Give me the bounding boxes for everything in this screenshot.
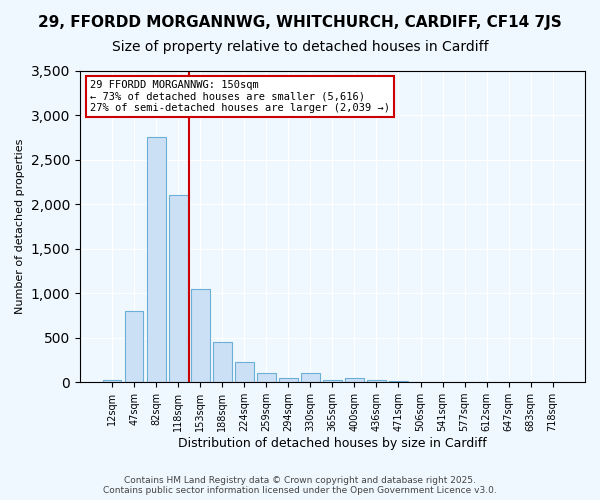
Bar bbox=[279, 378, 298, 382]
Bar bbox=[103, 380, 121, 382]
Text: 29 FFORDD MORGANNWG: 150sqm
← 73% of detached houses are smaller (5,616)
27% of : 29 FFORDD MORGANNWG: 150sqm ← 73% of det… bbox=[90, 80, 390, 113]
Bar bbox=[345, 378, 364, 382]
Bar bbox=[125, 311, 143, 382]
Bar bbox=[257, 374, 275, 382]
Bar bbox=[367, 380, 386, 382]
Bar bbox=[235, 362, 254, 382]
X-axis label: Distribution of detached houses by size in Cardiff: Distribution of detached houses by size … bbox=[178, 437, 487, 450]
Text: Contains HM Land Registry data © Crown copyright and database right 2025.
Contai: Contains HM Land Registry data © Crown c… bbox=[103, 476, 497, 495]
Bar bbox=[213, 342, 232, 382]
Bar bbox=[191, 288, 209, 382]
Text: Size of property relative to detached houses in Cardiff: Size of property relative to detached ho… bbox=[112, 40, 488, 54]
Bar bbox=[169, 195, 188, 382]
Bar bbox=[147, 138, 166, 382]
Bar bbox=[301, 374, 320, 382]
Text: 29, FFORDD MORGANNWG, WHITCHURCH, CARDIFF, CF14 7JS: 29, FFORDD MORGANNWG, WHITCHURCH, CARDIF… bbox=[38, 15, 562, 30]
Bar bbox=[323, 380, 342, 382]
Y-axis label: Number of detached properties: Number of detached properties bbox=[15, 138, 25, 314]
